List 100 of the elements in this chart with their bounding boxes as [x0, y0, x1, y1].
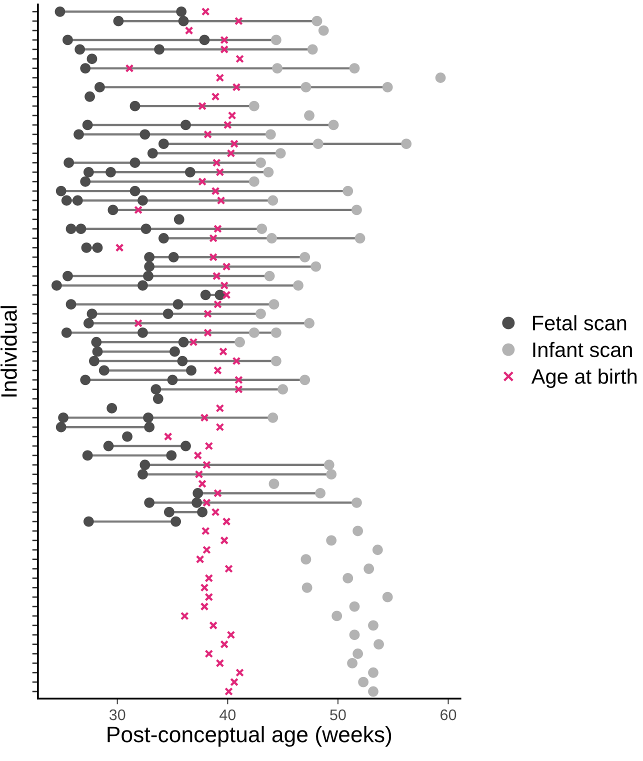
- point: [349, 630, 360, 640]
- point: [256, 158, 266, 168]
- point: [56, 422, 66, 432]
- point: [64, 158, 74, 168]
- point: [113, 16, 124, 26]
- point: [349, 63, 360, 74]
- point: [266, 233, 277, 244]
- point: [170, 516, 182, 527]
- point: [374, 639, 384, 650]
- point: [138, 280, 148, 291]
- point: [234, 336, 245, 348]
- point: [82, 450, 93, 461]
- point: [172, 299, 184, 310]
- point: [368, 667, 378, 678]
- point: [158, 233, 169, 244]
- point: [122, 431, 132, 442]
- point: [307, 44, 318, 55]
- point: [103, 440, 114, 452]
- point: [312, 138, 324, 150]
- point: [108, 204, 118, 216]
- x-tick-label: 50: [330, 709, 346, 720]
- point: [130, 100, 140, 112]
- point: [178, 16, 189, 26]
- point: [248, 100, 260, 112]
- point: [268, 412, 278, 423]
- point: [372, 544, 383, 556]
- point: [324, 460, 334, 470]
- point: [318, 25, 329, 36]
- point: [174, 214, 184, 225]
- point: [140, 129, 150, 140]
- point: [248, 176, 260, 187]
- point: [300, 374, 310, 386]
- x-axis-title: Post-conceptual age (weeks): [108, 726, 392, 747]
- point: [83, 166, 94, 178]
- point: [152, 394, 164, 404]
- point: [368, 620, 378, 631]
- point: [166, 450, 177, 461]
- x-tick-label: 60: [440, 709, 456, 720]
- point: [349, 601, 360, 612]
- point: [332, 610, 342, 622]
- point: [143, 270, 154, 282]
- point: [192, 488, 204, 498]
- point: [199, 34, 210, 46]
- point: [270, 356, 282, 366]
- point: [80, 374, 91, 386]
- point: [265, 129, 276, 140]
- point: [72, 195, 83, 206]
- point: [304, 318, 314, 328]
- point: [192, 497, 202, 508]
- point: [300, 554, 312, 565]
- point: [94, 82, 105, 92]
- legend-label: Infant scan: [533, 342, 632, 358]
- point: [62, 270, 73, 282]
- point: [80, 63, 91, 74]
- point: [300, 252, 310, 262]
- point: [164, 506, 174, 518]
- point: [364, 564, 374, 574]
- y-axis-title: Individual: [0, 306, 17, 396]
- point: [304, 110, 314, 121]
- point: [268, 478, 280, 489]
- point: [144, 252, 155, 262]
- point: [368, 686, 378, 697]
- point: [178, 336, 189, 348]
- point: [328, 120, 339, 130]
- point: [147, 148, 158, 158]
- point: [351, 204, 362, 216]
- point: [81, 242, 92, 253]
- point: [84, 91, 95, 102]
- point: [144, 261, 155, 272]
- point: [248, 327, 260, 338]
- point: [51, 280, 62, 291]
- point: [312, 16, 322, 26]
- point: [300, 82, 312, 92]
- point: [86, 54, 98, 64]
- point: [256, 308, 266, 320]
- point: [144, 422, 155, 432]
- point: [76, 224, 86, 234]
- point: [401, 138, 412, 150]
- point: [180, 440, 191, 452]
- point: [186, 365, 196, 376]
- point: [177, 356, 188, 366]
- point: [270, 327, 282, 338]
- point: [342, 186, 354, 196]
- point: [106, 166, 116, 178]
- point: [278, 384, 288, 395]
- point: [275, 148, 286, 158]
- point: [435, 72, 446, 83]
- point: [66, 224, 76, 234]
- x-tick-label: 30: [109, 709, 126, 720]
- point: [382, 592, 393, 602]
- point: [293, 280, 304, 291]
- point: [310, 261, 322, 272]
- point: [168, 252, 179, 262]
- point: [92, 242, 103, 253]
- point: [268, 299, 280, 310]
- point: [66, 299, 76, 310]
- legend-label: Fetal scan: [533, 315, 626, 330]
- point: [56, 186, 66, 196]
- point: [88, 356, 100, 366]
- point: [86, 308, 98, 320]
